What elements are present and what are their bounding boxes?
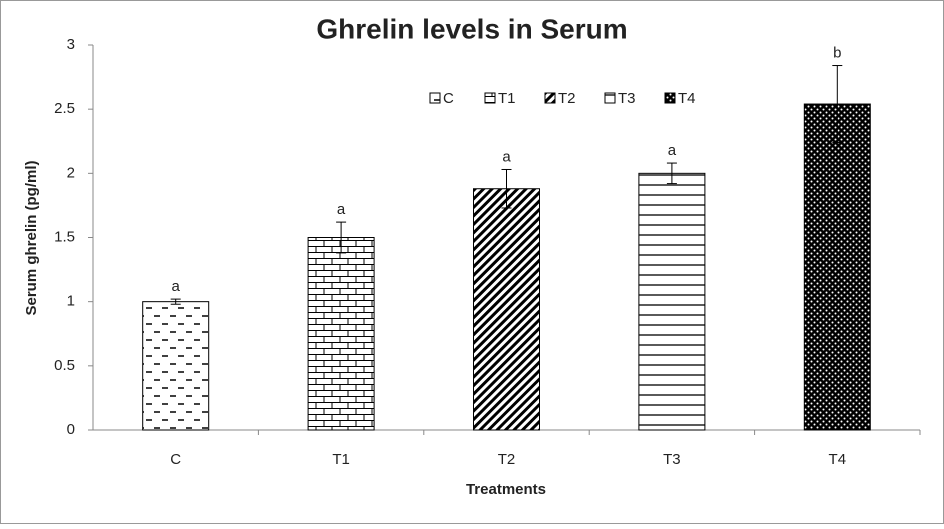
- y-tick-label: 0.5: [54, 357, 75, 374]
- x-tick-label: T2: [498, 451, 516, 468]
- chart-title: Ghrelin levels in Serum: [316, 13, 627, 44]
- legend-swatch: [484, 92, 496, 104]
- bar: [473, 188, 540, 431]
- x-tick-label: T4: [829, 451, 847, 468]
- legend-label: T4: [678, 90, 696, 107]
- x-tick-label: C: [170, 451, 181, 468]
- y-axis-label: Serum ghrelin (pg/ml): [23, 160, 40, 315]
- x-axis-label: Treatments: [466, 481, 546, 498]
- y-tick-label: 0: [67, 421, 75, 438]
- x-tick-label: T1: [332, 451, 350, 468]
- y-tick-label: 1.5: [54, 228, 75, 245]
- x-tick-label: T3: [663, 451, 681, 468]
- annotation: a: [668, 142, 677, 159]
- legend-label: C: [443, 90, 454, 107]
- legend-label: T3: [618, 90, 636, 107]
- y-tick-label: 2.5: [54, 100, 75, 117]
- legend-label: T2: [558, 90, 576, 107]
- bar: [638, 172, 706, 431]
- annotation: a: [337, 201, 346, 218]
- annotation: a: [172, 278, 181, 295]
- legend-swatch: [429, 92, 441, 104]
- legend-swatch: [544, 92, 556, 104]
- bar: [142, 301, 210, 431]
- legend-swatch: [664, 92, 676, 104]
- annotation: b: [833, 45, 841, 62]
- annotation: a: [502, 148, 511, 165]
- legend-swatch: [604, 92, 616, 104]
- y-tick-label: 3: [67, 36, 75, 53]
- bar: [307, 237, 375, 431]
- legend-label: T1: [498, 90, 516, 107]
- y-tick-label: 1: [67, 293, 75, 310]
- y-tick-label: 2: [67, 164, 75, 181]
- bar: [803, 103, 871, 431]
